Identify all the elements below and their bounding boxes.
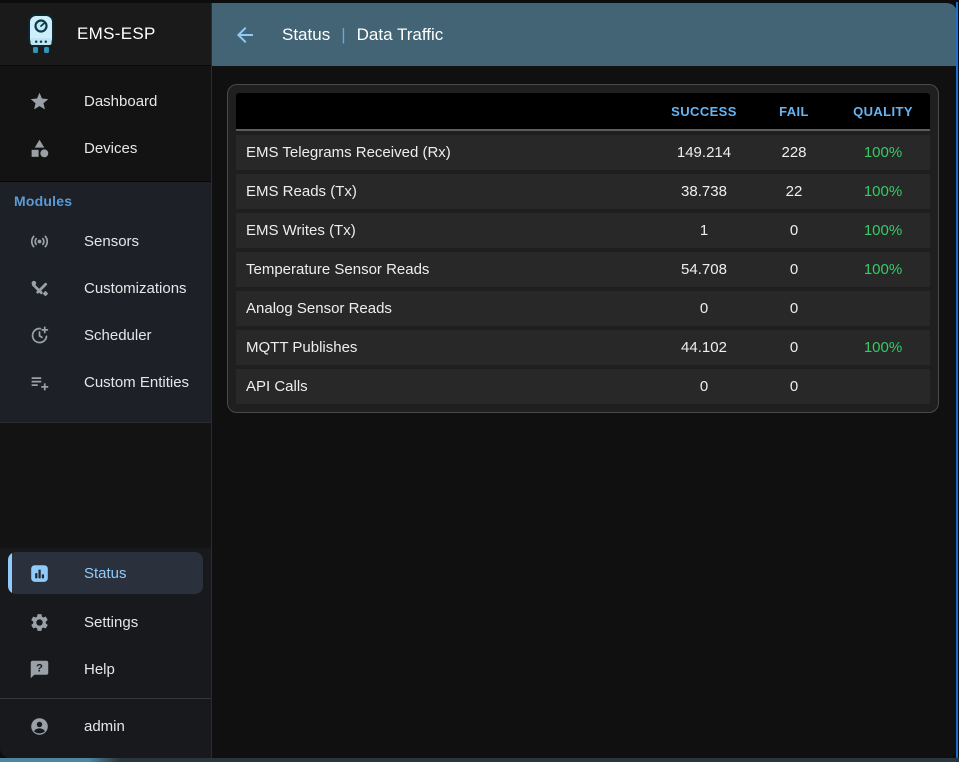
sidebar-bottom-group: Status Settings ? Help	[0, 548, 211, 698]
quality-value: 100%	[863, 261, 903, 278]
page-title-section: Status	[282, 24, 331, 44]
table-row: EMS Reads (Tx) 38.738 22 100%	[236, 174, 930, 209]
sidebar-item-label: admin	[84, 718, 125, 735]
boiler-logo-icon	[24, 14, 58, 54]
sidebar-user-group: admin	[0, 698, 211, 758]
col-header-quality: QUALITY	[853, 103, 913, 119]
sidebar-item-label: Custom Entities	[84, 374, 190, 391]
sidebar-item-sensors[interactable]: Sensors	[0, 218, 211, 265]
table-row: EMS Writes (Tx) 1 0 100%	[236, 213, 930, 248]
success-value: 1	[699, 222, 709, 239]
quality-value: 100%	[863, 183, 903, 200]
sidebar-spacer	[0, 423, 211, 548]
sidebar-item-label: Status	[84, 564, 127, 582]
table-row: MQTT Publishes 44.102 0 100%	[236, 330, 930, 365]
app-title: EMS-ESP	[77, 24, 156, 43]
app-bar: Status | Data Traffic	[212, 3, 957, 66]
sidebar-item-label: Devices	[84, 140, 138, 157]
success-value: 38.738	[681, 183, 727, 200]
row-label: EMS Reads (Tx)	[246, 183, 357, 200]
account-icon	[28, 716, 50, 738]
sidebar-item-label: Sensors	[84, 233, 140, 250]
row-label: Analog Sensor Reads	[246, 300, 392, 317]
sidebar-item-dashboard[interactable]: Dashboard	[0, 78, 211, 125]
table-row: API Calls 0 0	[236, 369, 930, 404]
table-row: EMS Telegrams Received (Rx) 149.214 228 100…	[236, 135, 930, 170]
fail-value: 0	[789, 378, 799, 395]
clock-plus-icon	[28, 325, 50, 347]
sidebar: EMS-ESP Dashboard Devices Modules	[0, 3, 212, 758]
title-separator: |	[341, 24, 346, 44]
row-label: EMS Telegrams Received (Rx)	[246, 144, 451, 161]
row-label: MQTT Publishes	[246, 339, 358, 356]
bar-chart-icon	[28, 562, 50, 584]
sensors-icon	[28, 231, 50, 253]
sidebar-top-group: Dashboard Devices	[0, 66, 211, 181]
sidebar-item-settings[interactable]: Settings	[0, 599, 211, 646]
page-title-page: Data Traffic	[356, 24, 444, 44]
star-icon	[28, 91, 50, 113]
tools-icon	[28, 278, 50, 300]
col-header-success: SUCCESS	[671, 103, 737, 119]
sidebar-modules-group: Modules Sensors	[0, 181, 211, 423]
help-bubble-icon: ?	[28, 659, 50, 681]
sidebar-item-customizations[interactable]: Customizations	[0, 265, 211, 312]
table-row: Temperature Sensor Reads 54.708 0 100%	[236, 252, 930, 287]
app-window: EMS-ESP Dashboard Devices Modules	[0, 3, 957, 758]
success-value: 0	[699, 300, 709, 317]
fail-value: 0	[789, 261, 799, 278]
row-label: Temperature Sensor Reads	[246, 261, 430, 278]
sidebar-item-label: Settings	[84, 614, 139, 631]
success-value: 44.102	[681, 339, 727, 356]
sidebar-item-status[interactable]: Status	[8, 552, 203, 594]
fail-value: 228	[781, 144, 807, 161]
selected-indicator	[8, 552, 12, 594]
success-value: 0	[699, 378, 709, 395]
table-row: Analog Sensor Reads 0 0	[236, 291, 930, 326]
col-header-fail: FAIL	[779, 103, 809, 119]
sidebar-item-label: Scheduler	[84, 327, 152, 344]
window-bottom-edge	[0, 758, 959, 762]
list-plus-icon	[28, 372, 50, 394]
success-value: 54.708	[681, 261, 727, 278]
svg-text:?: ?	[36, 663, 43, 675]
quality-value: 100%	[863, 144, 903, 161]
content-area: SUCCESS FAIL QUALITY EMS Telegrams Recei…	[212, 66, 957, 758]
sidebar-item-custom-entities[interactable]: Custom Entities	[0, 359, 211, 406]
sidebar-item-admin[interactable]: admin	[0, 703, 211, 750]
row-label: API Calls	[246, 378, 308, 395]
sidebar-item-devices[interactable]: Devices	[0, 125, 211, 172]
fail-value: 22	[785, 183, 803, 200]
sidebar-item-label: Customizations	[84, 280, 187, 297]
window-right-edge	[956, 2, 958, 758]
fail-value: 0	[789, 300, 799, 317]
sidebar-item-label: Dashboard	[84, 93, 158, 110]
quality-value: 100%	[863, 222, 903, 239]
fail-value: 0	[789, 222, 799, 239]
fail-value: 0	[789, 339, 799, 356]
main-area: Status | Data Traffic SUCCESS FAIL QUALI…	[212, 3, 957, 758]
window-top-edge	[0, 0, 959, 3]
sidebar-item-scheduler[interactable]: Scheduler	[0, 312, 211, 359]
row-label: EMS Writes (Tx)	[246, 222, 356, 239]
modules-subheader: Modules	[14, 193, 73, 209]
page-title: Status | Data Traffic	[282, 25, 443, 45]
success-value: 149.214	[676, 144, 732, 161]
shapes-icon	[28, 138, 50, 160]
sidebar-item-label: Help	[84, 661, 115, 678]
logo-bar: EMS-ESP	[0, 3, 211, 66]
data-traffic-card: SUCCESS FAIL QUALITY EMS Telegrams Recei…	[227, 84, 939, 413]
sidebar-item-help[interactable]: ? Help	[0, 646, 211, 693]
back-arrow-icon[interactable]	[232, 22, 258, 48]
table-body: EMS Telegrams Received (Rx) 149.214 228 100…	[236, 135, 930, 404]
quality-value: 100%	[863, 339, 903, 356]
gear-icon	[28, 612, 50, 634]
table-header-row: SUCCESS FAIL QUALITY	[236, 93, 930, 131]
